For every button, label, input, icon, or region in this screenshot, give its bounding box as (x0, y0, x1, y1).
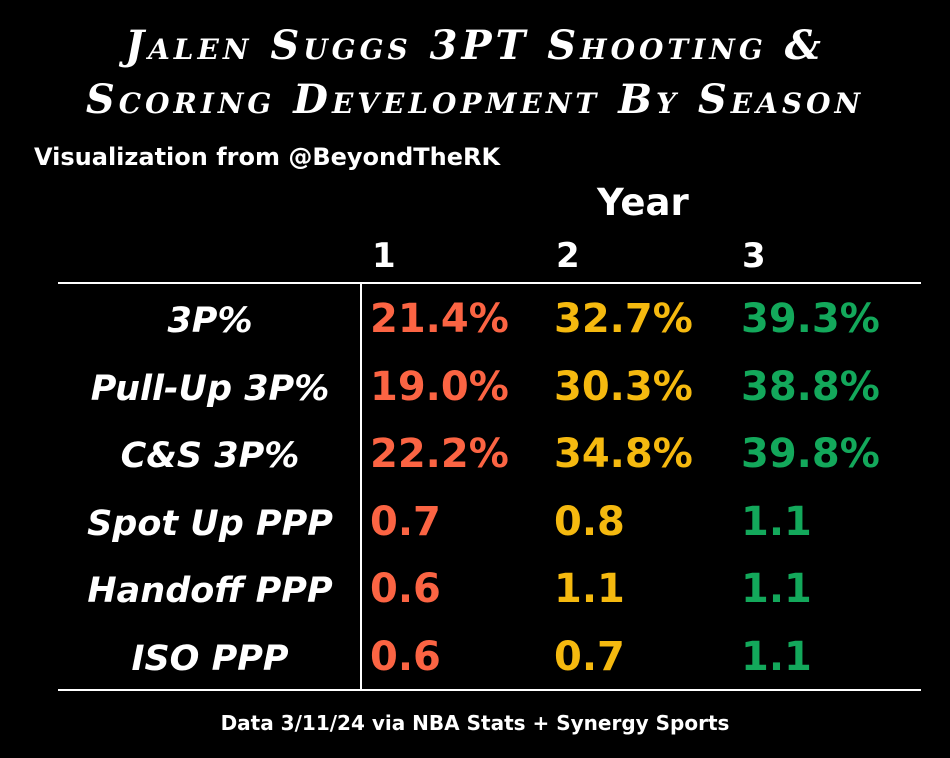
row-label: Handoff PPP (87, 571, 333, 611)
table-cell-year-2: 30.3% (554, 364, 693, 410)
table-cell-year-1: 0.6 (370, 634, 441, 680)
table-cell-year-2: 0.8 (554, 499, 625, 545)
column-header-year-2: 2 (556, 236, 580, 276)
label-column-divider (360, 282, 362, 689)
table-cell-year-3: 1.1 (741, 634, 812, 680)
table-cell-year-2: 0.7 (554, 634, 625, 680)
table-cell-year-3: 39.3% (741, 296, 880, 342)
table-cell-year-1: 0.7 (370, 499, 441, 545)
row-label: Pull-Up 3P% (90, 369, 330, 409)
table-cell-year-2: 1.1 (554, 566, 625, 612)
row-label: ISO PPP (131, 639, 289, 679)
title-line-2: Scoring Development By Season (85, 76, 865, 123)
table-bottom-divider (58, 689, 921, 691)
header-divider (58, 282, 921, 284)
table-cell-year-2: 34.8% (554, 431, 693, 477)
title-line-1: Jalen Suggs 3PT Shooting & (125, 22, 825, 69)
row-label: Spot Up PPP (87, 504, 333, 544)
table-cell-year-3: 1.1 (741, 499, 812, 545)
year-column-group-header: Year (597, 181, 689, 224)
subtitle: Visualization from @BeyondTheRK (34, 143, 501, 171)
table-cell-year-1: 19.0% (370, 364, 509, 410)
column-header-year-1: 1 (372, 236, 396, 276)
table-cell-year-3: 39.8% (741, 431, 880, 477)
table-cell-year-1: 0.6 (370, 566, 441, 612)
table-cell-year-3: 38.8% (741, 364, 880, 410)
column-header-year-3: 3 (742, 236, 766, 276)
table-cell-year-1: 21.4% (370, 296, 509, 342)
table-cell-year-3: 1.1 (741, 566, 812, 612)
source-footer: Data 3/11/24 via NBA Stats + Synergy Spo… (220, 711, 730, 735)
table-cell-year-1: 22.2% (370, 431, 509, 477)
row-label: 3P% (167, 301, 253, 341)
table-cell-year-2: 32.7% (554, 296, 693, 342)
row-label: C&S 3P% (120, 436, 300, 476)
